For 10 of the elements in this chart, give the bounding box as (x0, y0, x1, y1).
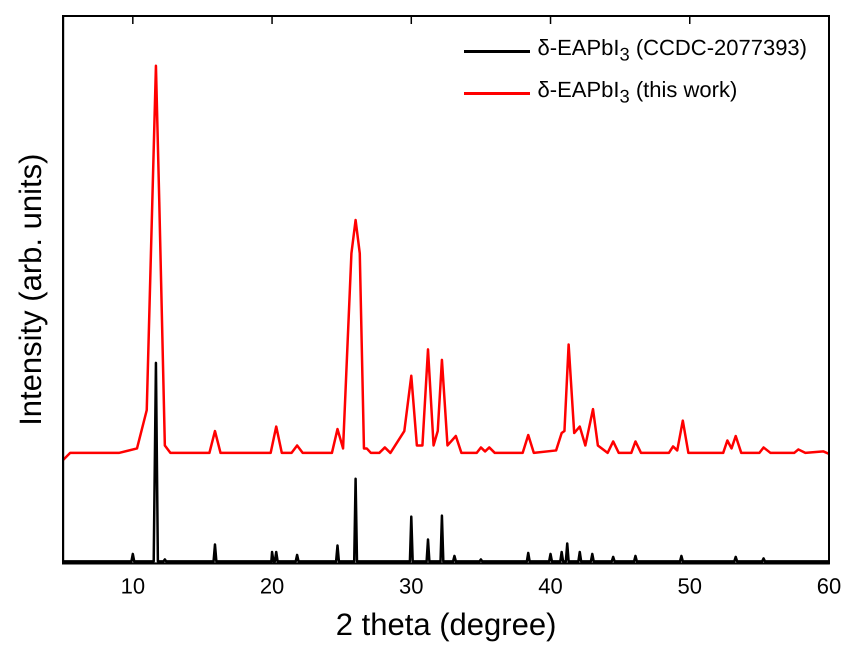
y-axis-title: Intensity (arb. units) (13, 154, 48, 426)
legend-label: δ-EAPbI$_{3}$ (this work) (538, 76, 738, 109)
x-tick-label: 10 (120, 574, 146, 599)
x-tick-label: 50 (678, 574, 702, 599)
x-tick-label: 20 (260, 574, 284, 599)
legend-label: δ-EAPbI$_{3}$ (CCDC-2077393) (538, 34, 807, 66)
x-axis-title: 2 theta (degree) (336, 606, 556, 642)
x-tick-label: 40 (538, 574, 563, 599)
x-tick-label: 60 (816, 574, 842, 599)
x-tick-label: 30 (399, 574, 424, 599)
